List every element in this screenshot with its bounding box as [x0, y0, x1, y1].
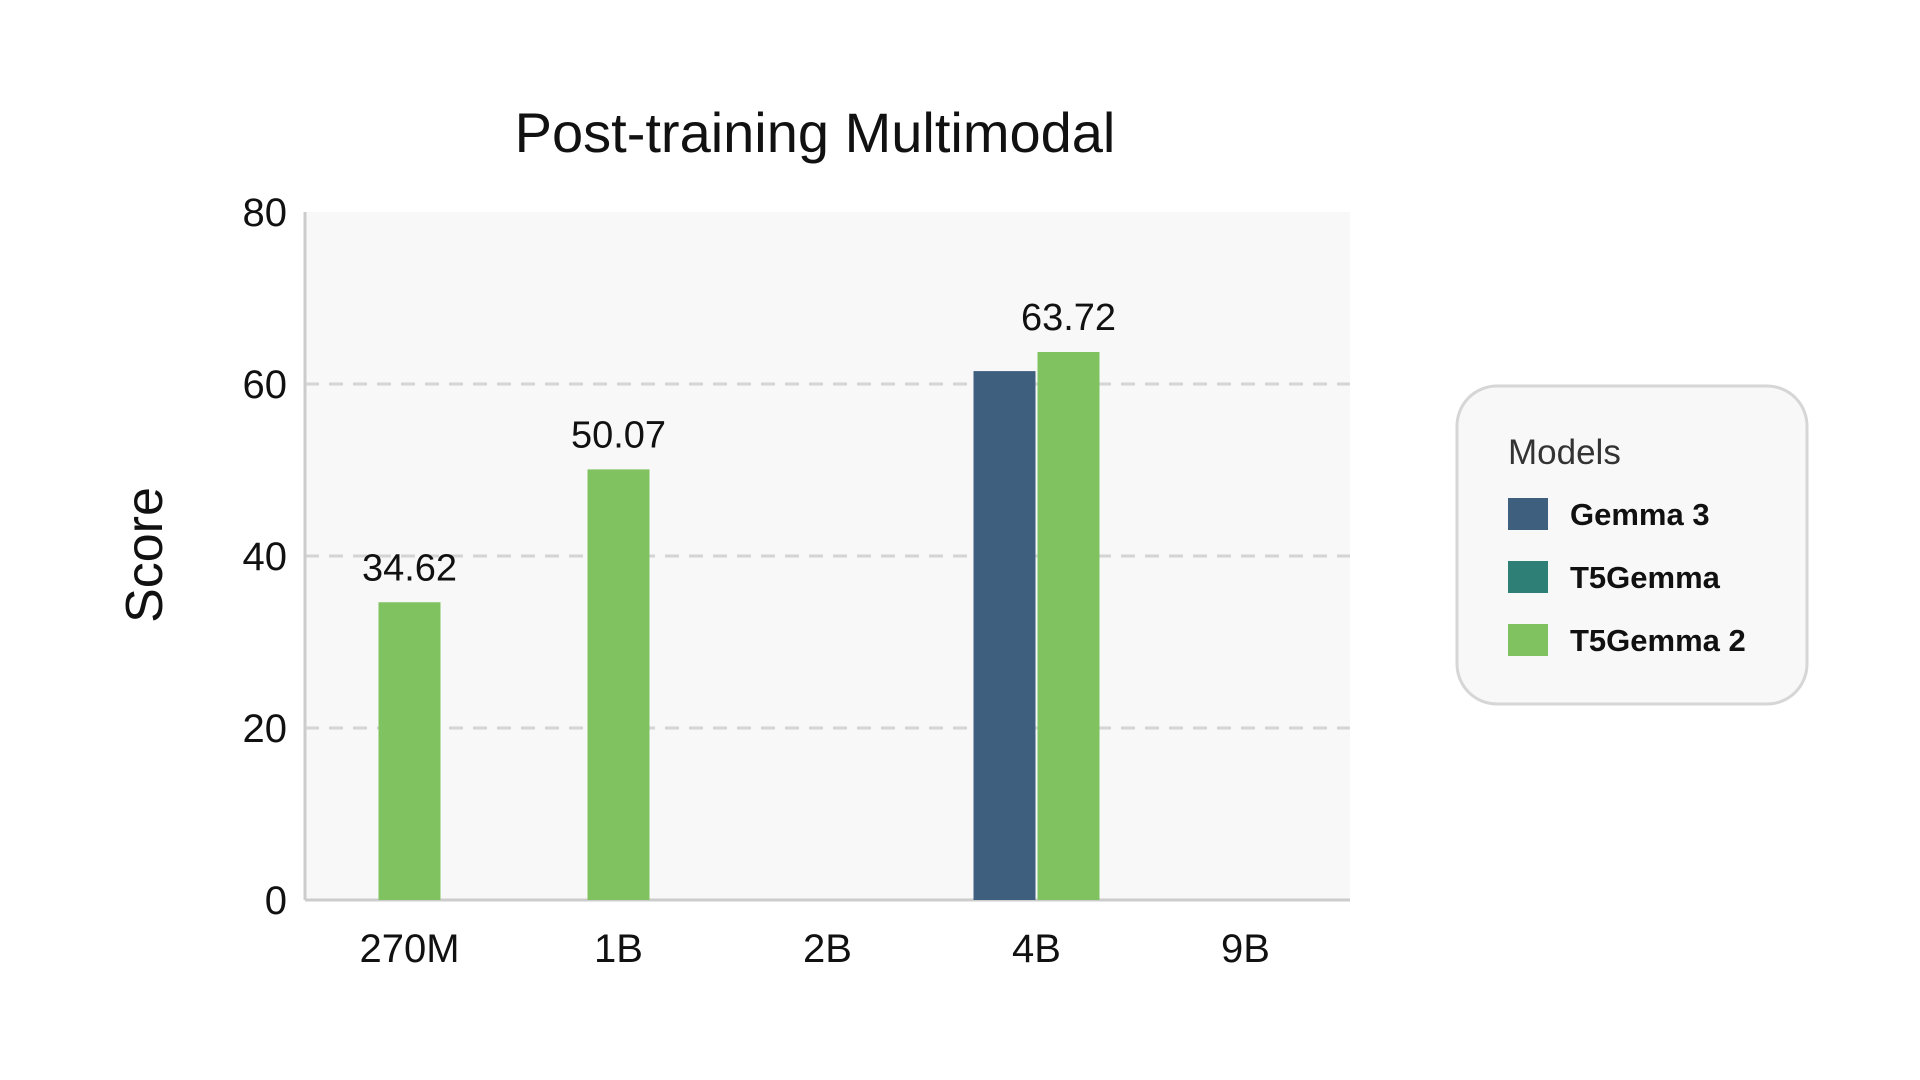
- data-label: 34.62: [362, 547, 457, 589]
- bar-t5gemma-2-270m: [378, 602, 441, 900]
- x-tick-label: 4B: [1012, 927, 1061, 971]
- legend-entry: T5Gemma: [1570, 560, 1721, 595]
- x-tick-label: 9B: [1221, 927, 1270, 971]
- legend-swatch: [1508, 561, 1548, 593]
- legend-entry: Gemma 3: [1570, 497, 1710, 532]
- y-tick-label: 0: [265, 879, 287, 923]
- y-tick-label: 20: [243, 707, 288, 751]
- legend-swatch: [1508, 624, 1548, 656]
- legend-entry: T5Gemma 2: [1570, 623, 1746, 658]
- data-label: 63.72: [1021, 297, 1116, 339]
- plot-area: 0 20 40 60 80 270M 1B 2B 4B 9B 34.62 50.07 63.72: [243, 191, 1350, 971]
- y-tick-label: 40: [243, 535, 288, 579]
- y-tick-label: 60: [243, 363, 288, 407]
- x-tick-label: 2B: [803, 927, 852, 971]
- x-tick-label: 1B: [594, 927, 643, 971]
- data-label: 50.07: [571, 414, 666, 456]
- y-axis-label: Score: [116, 487, 174, 623]
- legend-title: Models: [1508, 433, 1621, 472]
- legend-swatch: [1508, 498, 1548, 530]
- bar-gemma-3-4b: [973, 371, 1036, 901]
- legend: Models Gemma 3 T5Gemma T5Gemma 2: [1455, 384, 1809, 706]
- chart-title: Post-training Multimodal: [515, 101, 1116, 164]
- bar-t5gemma-2-1b: [587, 469, 650, 900]
- bar-t5gemma-2-4b: [1037, 352, 1100, 900]
- x-tick-label: 270M: [359, 927, 459, 971]
- y-tick-label: 80: [243, 191, 288, 235]
